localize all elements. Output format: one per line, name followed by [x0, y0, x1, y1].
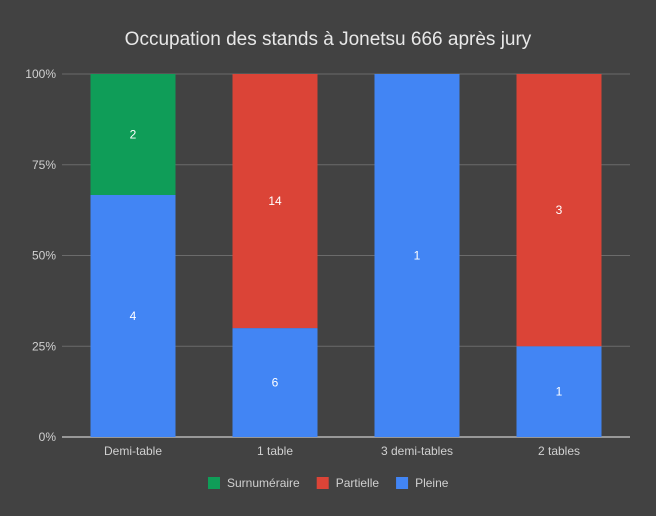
bar-segment: [516, 74, 602, 347]
x-tick-label: 3 demi-tables: [381, 444, 453, 458]
data-label: 3: [556, 203, 563, 217]
bars: [90, 74, 602, 437]
legend-swatch: [396, 477, 409, 489]
legend: Surnuméraire Partielle Pleine: [208, 476, 449, 490]
data-label: 1: [556, 385, 563, 399]
y-tick-label: 50%: [32, 249, 56, 263]
chart-title: Occupation des stands à Jonetsu 666 aprè…: [125, 29, 532, 50]
legend-label: Pleine: [415, 476, 449, 490]
bar-segment: [232, 74, 318, 329]
y-axis-ticks: 0% 25% 50% 75% 100%: [25, 67, 56, 444]
y-tick-label: 75%: [32, 158, 56, 172]
legend-swatch: [208, 477, 220, 489]
legend-label: Surnuméraire: [227, 476, 300, 490]
legend-label: Partielle: [336, 476, 380, 490]
y-tick-label: 0%: [39, 430, 57, 444]
x-axis-categories: Demi-table 1 table 3 demi-tables 2 tables: [104, 444, 580, 458]
data-label: 14: [268, 194, 282, 208]
legend-swatch: [316, 477, 329, 489]
y-tick-label: 25%: [32, 339, 56, 353]
x-tick-label: 1 table: [257, 444, 293, 458]
data-labels: 4 2 6 14 1 1 3: [130, 128, 563, 399]
data-label: 4: [130, 309, 137, 323]
x-tick-label: 2 tables: [538, 444, 580, 458]
bar-segment: [374, 74, 460, 437]
data-label: 1: [414, 249, 421, 263]
bar-segment: [90, 195, 176, 437]
bar-segment: [516, 346, 602, 437]
bar-segment: [232, 328, 318, 437]
y-tick-label: 100%: [25, 67, 56, 81]
data-label: 6: [272, 376, 279, 390]
bar-segment: [90, 74, 176, 195]
data-label: 2: [130, 128, 137, 142]
x-tick-label: Demi-table: [104, 444, 162, 458]
